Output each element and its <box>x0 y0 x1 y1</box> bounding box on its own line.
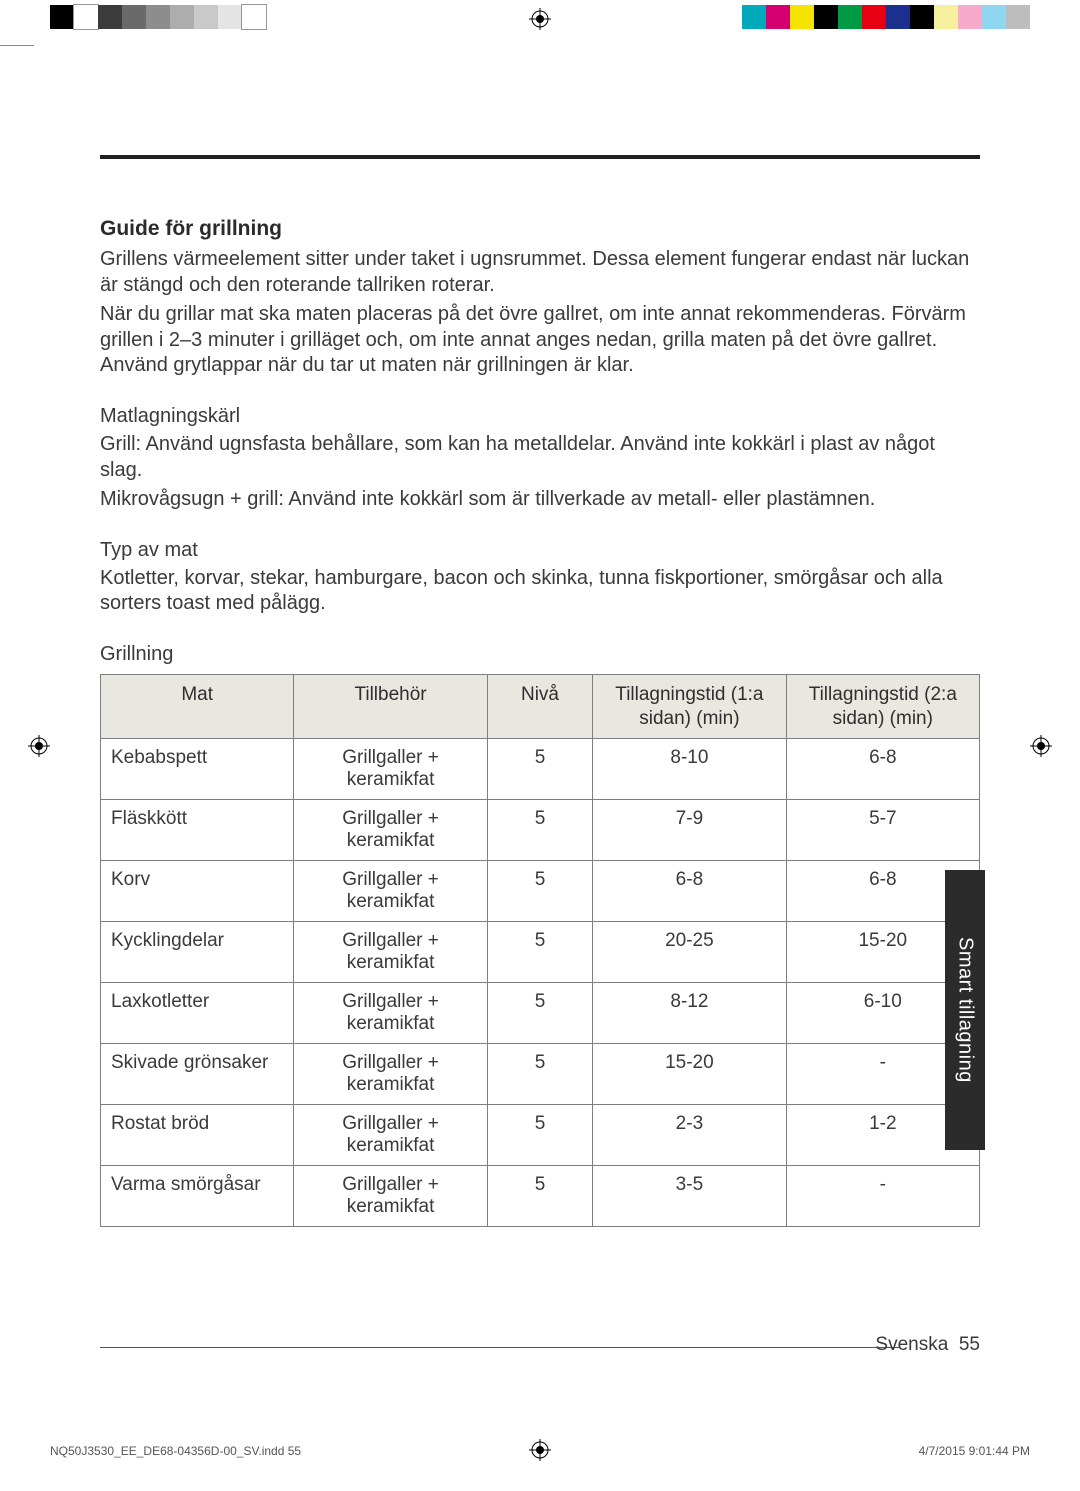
heading-rule <box>100 155 980 159</box>
table-label: Grillning <box>100 643 980 666</box>
intro-paragraph: Grillens värmeelement sitter under taket… <box>100 247 980 298</box>
swatch <box>146 5 170 29</box>
registration-mark-icon <box>1030 735 1052 757</box>
cell-level: 5 <box>487 861 592 922</box>
table-row: FläskköttGrillgaller + keramikfat57-95-7 <box>101 800 980 861</box>
table-column-header: Tillagningstid (1:a sidan) (min) <box>593 674 786 739</box>
footer-text: Svenska 55 <box>875 1334 980 1356</box>
cookware-paragraph: Grill: Använd ugnsfasta behållare, som k… <box>100 432 980 483</box>
cell-level: 5 <box>487 1166 592 1227</box>
table-column-header: Nivå <box>487 674 592 739</box>
cell-level: 5 <box>487 1044 592 1105</box>
swatch <box>790 5 814 29</box>
table-row: Skivade grönsakerGrillgaller + keramikfa… <box>101 1044 980 1105</box>
cell-accessory: Grillgaller + keramikfat <box>294 1044 487 1105</box>
foodtype-paragraph: Kotletter, korvar, stekar, hamburgare, b… <box>100 566 980 617</box>
swatch <box>98 5 122 29</box>
cell-accessory: Grillgaller + keramikfat <box>294 861 487 922</box>
cell-food: Skivade grönsaker <box>101 1044 294 1105</box>
table-row: LaxkotletterGrillgaller + keramikfat58-1… <box>101 983 980 1044</box>
cell-accessory: Grillgaller + keramikfat <box>294 922 487 983</box>
swatch <box>122 5 146 29</box>
cell-time-side2: 6-8 <box>786 739 979 800</box>
cell-accessory: Grillgaller + keramikfat <box>294 1166 487 1227</box>
registration-mark-icon <box>28 735 50 757</box>
swatch <box>886 5 910 29</box>
swatch <box>170 5 194 29</box>
section-tab-label: Smart tillagning <box>954 937 977 1083</box>
cell-time-side1: 8-12 <box>593 983 786 1044</box>
table-column-header: Tillagningstid (2:a sidan) (min) <box>786 674 979 739</box>
section-tab: Smart tillagning <box>945 870 985 1150</box>
foodtype-heading: Typ av mat <box>100 539 980 562</box>
cell-level: 5 <box>487 1105 592 1166</box>
table-row: KorvGrillgaller + keramikfat56-86-8 <box>101 861 980 922</box>
swatch <box>982 5 1006 29</box>
cell-time-side2: - <box>786 1166 979 1227</box>
table-column-header: Mat <box>101 674 294 739</box>
cell-time-side1: 20-25 <box>593 922 786 983</box>
registration-mark-icon <box>529 1439 551 1461</box>
cell-time-side1: 3-5 <box>593 1166 786 1227</box>
swatch <box>934 5 958 29</box>
cell-food: Korv <box>101 861 294 922</box>
page-content: Guide för grillning Grillens värmeelemen… <box>100 155 980 1227</box>
footer-language: Svenska <box>875 1334 948 1355</box>
cookware-paragraph: Mikrovågsugn + grill: Använd inte kokkär… <box>100 487 980 513</box>
swatch <box>218 5 242 29</box>
swatch <box>1006 5 1030 29</box>
print-swatches-left <box>50 5 266 29</box>
table-row: KycklingdelarGrillgaller + keramikfat520… <box>101 922 980 983</box>
swatch <box>958 5 982 29</box>
imprint-filename: NQ50J3530_EE_DE68-04356D-00_SV.indd 55 <box>50 1444 301 1458</box>
cell-food: Varma smörgåsar <box>101 1166 294 1227</box>
cell-time-side1: 2-3 <box>593 1105 786 1166</box>
cell-food: Kebabspett <box>101 739 294 800</box>
crop-line <box>0 45 34 46</box>
cell-food: Rostat bröd <box>101 1105 294 1166</box>
table-row: Varma smörgåsarGrillgaller + keramikfat5… <box>101 1166 980 1227</box>
registration-mark-icon <box>529 8 551 30</box>
table-column-header: Tillbehör <box>294 674 487 739</box>
cell-level: 5 <box>487 922 592 983</box>
swatch <box>242 5 266 29</box>
grilling-table: MatTillbehörNivåTillagningstid (1:a sida… <box>100 674 980 1228</box>
swatch <box>50 5 74 29</box>
swatch <box>194 5 218 29</box>
imprint-timestamp: 4/7/2015 9:01:44 PM <box>919 1444 1030 1458</box>
cell-time-side1: 8-10 <box>593 739 786 800</box>
swatch <box>862 5 886 29</box>
cell-time-side1: 7-9 <box>593 800 786 861</box>
print-swatches-right <box>742 5 1030 29</box>
cell-food: Laxkotletter <box>101 983 294 1044</box>
footer-rule <box>100 1347 900 1348</box>
swatch <box>838 5 862 29</box>
intro-paragraph: När du grillar mat ska maten placeras på… <box>100 302 980 379</box>
cell-level: 5 <box>487 739 592 800</box>
swatch <box>74 5 98 29</box>
cell-accessory: Grillgaller + keramikfat <box>294 983 487 1044</box>
cell-level: 5 <box>487 800 592 861</box>
footer-page-number: 55 <box>959 1334 980 1355</box>
cell-accessory: Grillgaller + keramikfat <box>294 800 487 861</box>
cookware-heading: Matlagningskärl <box>100 405 980 428</box>
cell-level: 5 <box>487 983 592 1044</box>
cell-accessory: Grillgaller + keramikfat <box>294 739 487 800</box>
swatch <box>910 5 934 29</box>
cell-food: Fläskkött <box>101 800 294 861</box>
cell-time-side2: 5-7 <box>786 800 979 861</box>
table-header-row: MatTillbehörNivåTillagningstid (1:a sida… <box>101 674 980 739</box>
swatch <box>742 5 766 29</box>
table-row: Rostat brödGrillgaller + keramikfat52-31… <box>101 1105 980 1166</box>
swatch <box>766 5 790 29</box>
cell-food: Kycklingdelar <box>101 922 294 983</box>
cell-time-side1: 15-20 <box>593 1044 786 1105</box>
table-row: KebabspettGrillgaller + keramikfat58-106… <box>101 739 980 800</box>
cell-accessory: Grillgaller + keramikfat <box>294 1105 487 1166</box>
cell-time-side1: 6-8 <box>593 861 786 922</box>
swatch <box>814 5 838 29</box>
section-title: Guide för grillning <box>100 217 980 241</box>
